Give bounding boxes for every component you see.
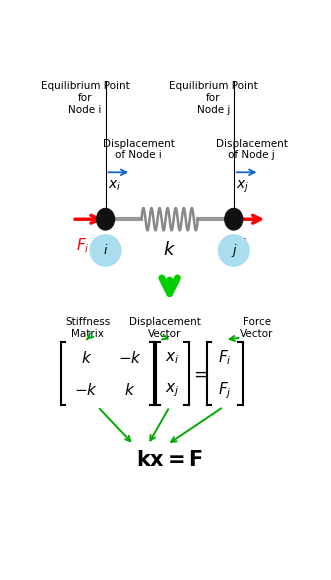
- Ellipse shape: [225, 208, 243, 230]
- Text: Node j: Node j: [197, 105, 230, 115]
- Text: $x_j$: $x_j$: [236, 179, 250, 195]
- Text: $k$: $k$: [124, 382, 135, 398]
- Text: $F_i$: $F_i$: [76, 236, 90, 255]
- Text: $=$: $=$: [190, 364, 209, 382]
- Text: $x_i$: $x_i$: [165, 350, 179, 365]
- Ellipse shape: [218, 235, 249, 266]
- Text: $F_i$: $F_i$: [218, 349, 232, 367]
- Text: Displacement
of Node i: Displacement of Node i: [103, 139, 175, 161]
- Text: Stiffness
Matrix: Stiffness Matrix: [65, 317, 110, 339]
- Text: for: for: [206, 93, 220, 103]
- Text: j: j: [232, 244, 236, 257]
- Text: $-k$: $-k$: [118, 350, 142, 365]
- Ellipse shape: [90, 235, 121, 266]
- Text: Equilibrium Point: Equilibrium Point: [41, 81, 129, 90]
- Text: $-k$: $-k$: [74, 382, 98, 398]
- Text: for: for: [78, 93, 92, 103]
- Text: $F_j$: $F_j$: [218, 380, 232, 401]
- Text: $\bf{kx = F}$: $\bf{kx = F}$: [136, 451, 203, 470]
- Text: $x_j$: $x_j$: [165, 382, 179, 399]
- Text: Equilibrium Point: Equilibrium Point: [169, 81, 258, 90]
- Text: Displacement
of Node j: Displacement of Node j: [216, 139, 288, 161]
- Text: $k$: $k$: [81, 350, 92, 365]
- Text: $x_i$: $x_i$: [108, 179, 121, 193]
- Text: Node i: Node i: [68, 105, 102, 115]
- Ellipse shape: [97, 208, 115, 230]
- Text: i: i: [104, 244, 107, 257]
- Text: Force
Vector: Force Vector: [240, 317, 273, 339]
- Text: $k$: $k$: [163, 241, 176, 259]
- Text: $F_j$: $F_j$: [236, 236, 250, 257]
- Text: Displacement
Vector: Displacement Vector: [128, 317, 201, 339]
